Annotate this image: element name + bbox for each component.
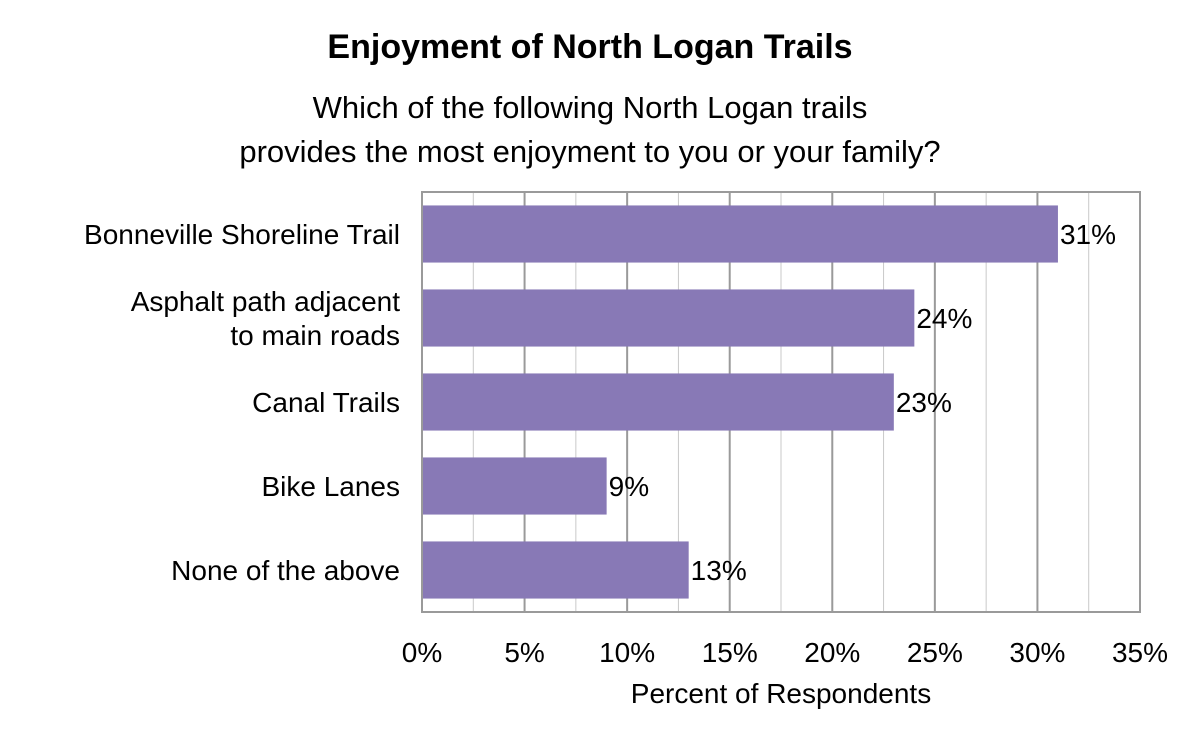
x-tick-label: 25% xyxy=(907,637,963,668)
chart-title: Enjoyment of North Logan Trails xyxy=(327,28,853,66)
category-label: Canal Trails xyxy=(252,387,400,418)
data-label: 9% xyxy=(609,471,649,502)
bar xyxy=(423,289,915,347)
bar xyxy=(423,457,607,515)
category-label: to main roads xyxy=(230,320,400,351)
data-label: 23% xyxy=(896,387,952,418)
bar xyxy=(423,373,894,431)
category-label: Bike Lanes xyxy=(261,471,400,502)
data-label: 24% xyxy=(916,303,972,334)
x-tick-label: 10% xyxy=(599,637,655,668)
x-tick-label: 30% xyxy=(1009,637,1065,668)
x-tick-label: 5% xyxy=(504,637,544,668)
x-tick-label: 0% xyxy=(402,637,442,668)
plot-border xyxy=(421,191,1141,613)
x-axis-label: Percent of Respondents xyxy=(630,678,932,709)
x-tick-label: 20% xyxy=(804,637,860,668)
category-label: Bonneville Shoreline Trail xyxy=(84,219,400,250)
bar xyxy=(423,541,689,599)
x-tick-label: 35% xyxy=(1112,637,1168,668)
data-label: 31% xyxy=(1060,219,1116,250)
bar xyxy=(423,205,1058,263)
category-label: None of the above xyxy=(171,555,400,586)
x-tick-label: 15% xyxy=(702,637,758,668)
data-label: 13% xyxy=(691,555,747,586)
chart-subtitle: Which of the following North Logan trail… xyxy=(239,90,941,169)
category-label: Asphalt path adjacent xyxy=(131,286,401,317)
